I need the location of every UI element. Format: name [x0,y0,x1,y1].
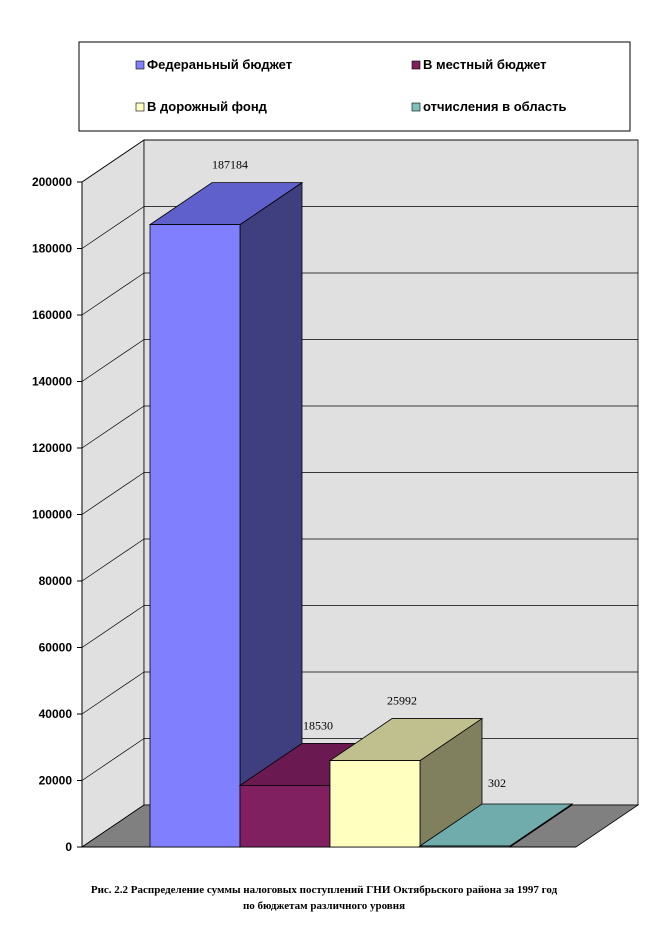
bar-0 [148,181,304,848]
bar-front [419,845,511,848]
bars [148,181,574,848]
y-tick-label: 100000 [32,508,72,522]
legend-swatch-2 [135,102,145,112]
legend-label-3: отчисления в область [423,99,566,114]
legend-label-0: Федераньный бюджет [147,57,292,72]
gridline-side [81,339,145,382]
figure-caption-line1: Рис. 2.2 Распределение суммы налоговых п… [91,884,558,896]
y-axis-ticks: 0 20000 40000 60000 80000 100000 120000 140000 1… [32,175,82,854]
legend-swatch-0 [135,60,145,70]
y-tick-label: 200000 [32,175,72,189]
legend-swatch-3 [411,102,421,112]
gridline-side [81,405,145,449]
data-label-0: 187184 [212,158,248,172]
data-label-3: 302 [488,776,506,790]
plot-area: 0 20000 40000 60000 80000 100000 120000 140000 1… [32,139,640,854]
legend-box [78,41,631,132]
legend-label-2: В дорожный фонд [147,99,268,114]
bar-side [239,181,303,848]
gridline-side [81,206,145,249]
y-tick-label: 40000 [39,707,73,721]
y-tick-label: 20000 [39,774,73,788]
bar-2 [328,717,484,848]
y-tick-label: 180000 [32,242,72,256]
data-label-2: 25992 [387,694,417,708]
gridline-side [81,605,145,648]
gridline-side [81,538,145,582]
data-label-1: 18530 [303,718,333,732]
y-tick-label: 80000 [39,574,73,588]
y-tick-label: 120000 [32,441,72,455]
y-tick-label: 140000 [32,375,72,389]
gridline-side [81,472,145,515]
legend-label-1: В местный бюджет [423,57,547,72]
legend: Федераньный бюджет В местный бюджет В до… [78,41,631,132]
gridline-side [81,671,145,715]
figure-caption-line2: по бюджетам различного уровня [243,900,405,912]
gridline-side [81,738,145,781]
bar-front [329,760,421,848]
y-tick-label: 60000 [39,641,73,655]
y-tick-label: 160000 [32,308,72,322]
bar-front [149,224,241,848]
data-labels: 187184 18530 25992 302 [212,158,506,790]
gridline-side [81,272,145,316]
y-tick-label: 0 [65,840,72,854]
bar-3 [418,803,574,848]
gridline-side [81,139,145,183]
legend-swatch-1 [411,60,421,70]
bar-front [239,784,331,848]
